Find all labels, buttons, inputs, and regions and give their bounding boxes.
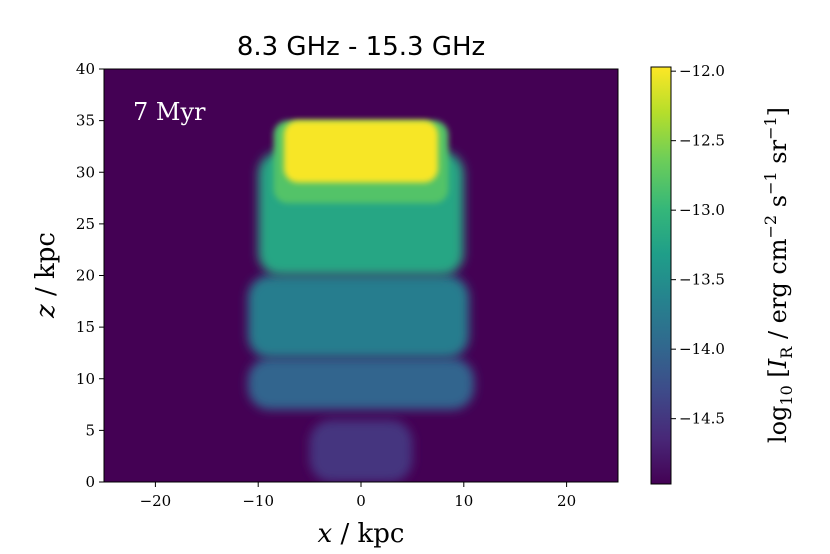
y-axis: 0 5 10 15 20 25 30 35 40 <box>76 60 104 491</box>
x-axis-label: x / kpc <box>318 519 405 549</box>
heatmap-region-lower-cocoon <box>247 358 475 410</box>
colorbar-tick-label: −12.5 <box>679 132 725 150</box>
y-tick-label: 10 <box>76 370 95 388</box>
y-axis-label: z / kpc <box>31 232 61 319</box>
heatmap-region-mid-cocoon <box>247 275 469 359</box>
heatmap-region-lobe-cap <box>283 120 439 183</box>
y-tick-label: 20 <box>76 267 95 285</box>
time-annotation: 7 Myr <box>133 98 206 126</box>
heatmap <box>104 69 618 482</box>
x-axis: −20 −10 0 10 20 <box>140 482 576 510</box>
y-tick-label: 25 <box>76 215 95 233</box>
colorbar-label: log10 [IR / erg cm−2 s−1 sr−1] <box>761 107 796 443</box>
colorbar-tick-label: −14.5 <box>679 410 725 428</box>
colorbar-tick-label: −13.0 <box>679 201 725 219</box>
y-tick-label: 0 <box>85 473 95 491</box>
x-tick-label: 20 <box>557 492 576 510</box>
y-tick-label: 30 <box>76 163 95 181</box>
heatmap-region-base-plume <box>309 420 413 482</box>
colorbar-tick-label: −14.0 <box>679 340 725 358</box>
colorbar-tick-label: −12.0 <box>679 62 725 80</box>
y-tick-label: 35 <box>76 112 95 130</box>
x-tick-label: 10 <box>454 492 473 510</box>
heatmap-regions <box>247 120 475 482</box>
x-tick-label: −10 <box>242 492 274 510</box>
y-tick-label: 15 <box>76 318 95 336</box>
colorbar-ticks: −12.0 −12.5 −13.0 −13.5 −14.0 −14.5 <box>671 62 725 428</box>
y-tick-label: 5 <box>85 421 95 439</box>
x-tick-label: 0 <box>356 492 366 510</box>
colorbar-tick-label: −13.5 <box>679 271 725 289</box>
x-tick-label: −20 <box>140 492 172 510</box>
colorbar <box>650 66 672 485</box>
chart-title: 8.3 GHz - 15.3 GHz <box>237 32 485 62</box>
y-tick-label: 40 <box>76 60 95 78</box>
